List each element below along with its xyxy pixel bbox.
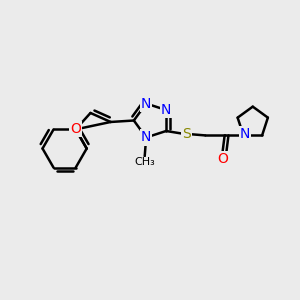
Text: O: O xyxy=(70,122,81,136)
Text: N: N xyxy=(141,97,152,110)
Text: N: N xyxy=(161,103,171,117)
Text: N: N xyxy=(141,130,152,145)
Text: N: N xyxy=(240,127,250,141)
Text: O: O xyxy=(217,152,228,167)
Text: S: S xyxy=(182,127,191,141)
Text: CH₃: CH₃ xyxy=(134,157,155,167)
